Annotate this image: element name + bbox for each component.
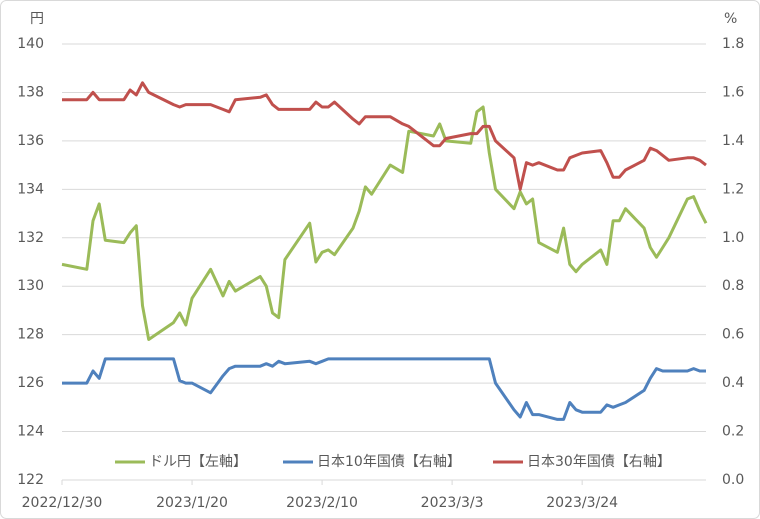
- y-tick-label: 126: [17, 375, 44, 391]
- y2-tick-label: 1.2: [722, 181, 744, 197]
- y-tick-label: 124: [17, 424, 44, 440]
- x-tick-label: 2023/2/10: [286, 495, 358, 511]
- x-tick-label: 2023/1/20: [156, 495, 228, 511]
- legend-label: ドル円【左軸】: [149, 454, 247, 470]
- y2-tick-label: 0.2: [722, 424, 744, 440]
- y2-tick-label: 0.0: [722, 472, 744, 488]
- y2-tick-label: 1.4: [722, 133, 744, 149]
- y-tick-label: 138: [17, 84, 44, 100]
- y2-tick-label: 1.8: [722, 36, 744, 52]
- y-tick-label: 130: [17, 278, 44, 294]
- y-tick-label: 140: [17, 36, 44, 52]
- x-tick-label: 2023/3/24: [546, 495, 618, 511]
- series-line: [61, 105, 708, 341]
- y2-tick-label: 1.0: [722, 230, 744, 246]
- x-tick-label: 2023/3/3: [421, 495, 484, 511]
- series-line: [62, 81, 707, 191]
- y-unit: 円: [30, 11, 44, 27]
- legend-label: 日本30年国債【右軸】: [527, 454, 671, 470]
- y-tick-label: 122: [17, 472, 44, 488]
- y-tick-label: 136: [17, 133, 44, 149]
- y-tick-label: 132: [17, 230, 44, 246]
- y-tick-label: 134: [17, 181, 44, 197]
- y2-tick-label: 0.6: [722, 327, 744, 343]
- legend-label: 日本10年国債【右軸】: [317, 454, 461, 470]
- x-tick-label: 2022/12/30: [22, 495, 103, 511]
- y2-tick-label: 0.8: [722, 278, 744, 294]
- y-tick-label: 128: [17, 327, 44, 343]
- series-line: [62, 357, 706, 421]
- y2-unit: %: [724, 11, 737, 27]
- y2-tick-label: 0.4: [722, 375, 744, 391]
- y2-tick-label: 1.6: [722, 84, 744, 100]
